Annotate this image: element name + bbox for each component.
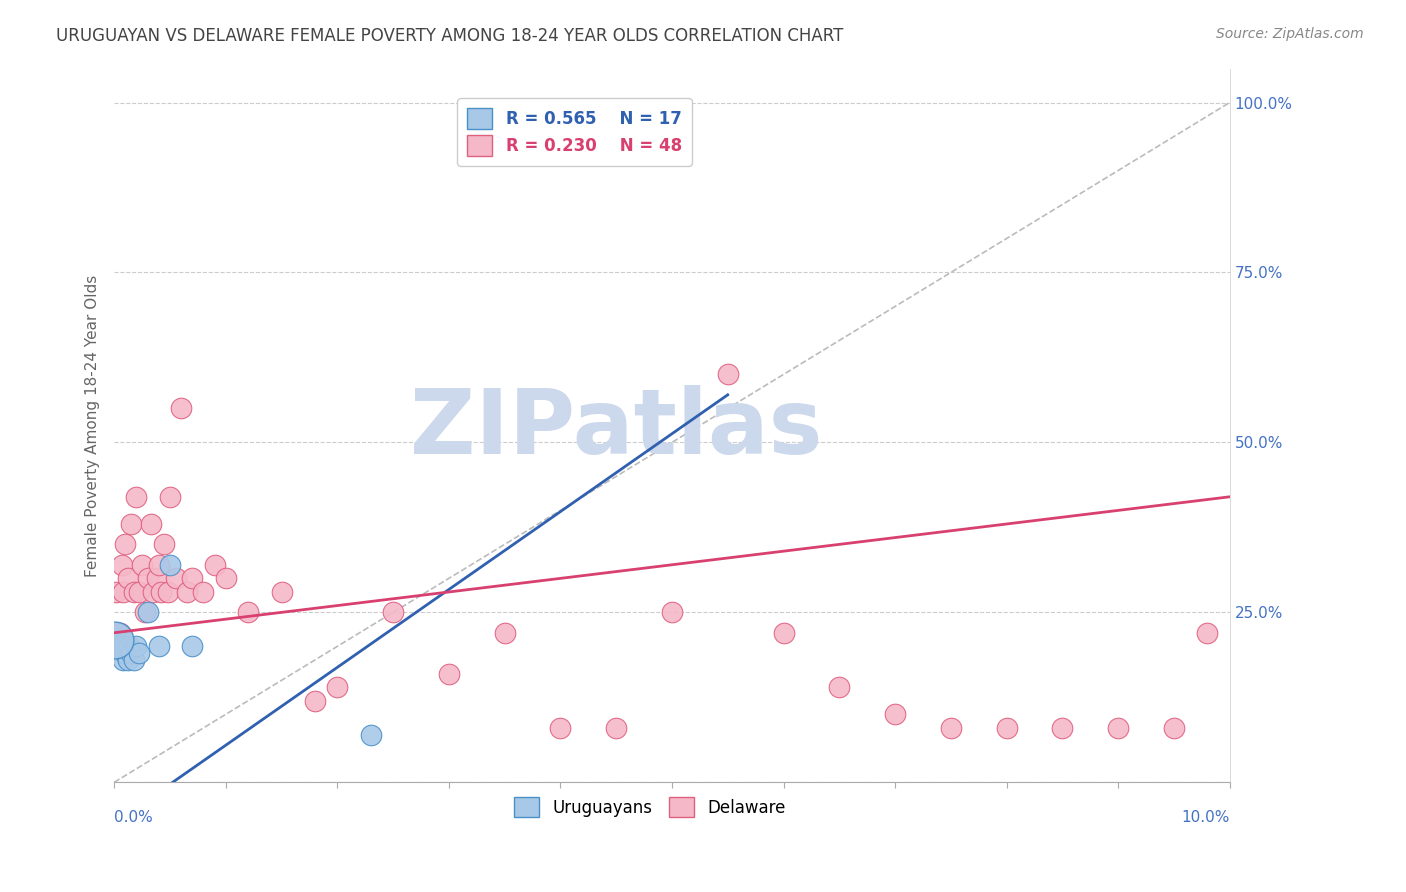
Point [108,640,131,654]
Point [153,537,176,551]
Point [150,585,173,599]
Point [105,632,128,647]
Point [111,558,134,572]
Point [995,721,1018,735]
Point [437,666,460,681]
Point [114,646,136,660]
Point [605,721,627,735]
Point [828,680,851,694]
Point [125,640,148,654]
Point [193,585,215,599]
Point [142,585,165,599]
Point [136,571,159,585]
Point [181,571,204,585]
Text: URUGUAYAN VS DELAWARE FEMALE POVERTY AMONG 18-24 YEAR OLDS CORRELATION CHART: URUGUAYAN VS DELAWARE FEMALE POVERTY AMO… [56,27,844,45]
Point [270,585,292,599]
Point [1052,721,1074,735]
Point [550,721,572,735]
Text: Source: ZipAtlas.com: Source: ZipAtlas.com [1216,27,1364,41]
Point [360,728,382,742]
Point [1163,721,1185,735]
Y-axis label: Female Poverty Among 18-24 Year Olds: Female Poverty Among 18-24 Year Olds [86,275,100,576]
Point [156,585,179,599]
Point [717,368,740,382]
Text: 10.0%: 10.0% [1181,810,1230,824]
Point [108,625,131,640]
Point [112,653,135,667]
Point [1107,721,1129,735]
Point [139,516,162,531]
Point [114,537,136,551]
Point [145,571,167,585]
Point [105,585,128,599]
Point [165,571,187,585]
Point [125,490,148,504]
Point [661,606,683,620]
Point [134,606,156,620]
Point [772,625,794,640]
Point [159,490,181,504]
Point [120,516,142,531]
Point [117,571,139,585]
Point [204,558,226,572]
Point [122,653,145,667]
Point [148,640,170,654]
Point [112,640,135,654]
Point [118,640,141,654]
Point [117,653,139,667]
Point [111,646,134,660]
Point [382,606,405,620]
Point [1197,625,1219,640]
Point [176,585,198,599]
Point [170,401,193,416]
Point [136,606,159,620]
Point [159,558,181,572]
Point [236,606,259,620]
Point [112,585,135,599]
Point [148,558,170,572]
Point [215,571,238,585]
Point [884,707,907,722]
Point [120,646,142,660]
Text: 0.0%: 0.0% [114,810,153,824]
Point [122,585,145,599]
Point [494,625,516,640]
Point [326,680,349,694]
Point [128,585,150,599]
Legend: Uruguayans, Delaware: Uruguayans, Delaware [508,790,792,824]
Point [939,721,962,735]
Point [304,694,326,708]
Point [181,640,204,654]
Point [128,646,150,660]
Text: ZIPatlas: ZIPatlas [411,384,823,473]
Point [104,632,127,647]
Point [131,558,153,572]
